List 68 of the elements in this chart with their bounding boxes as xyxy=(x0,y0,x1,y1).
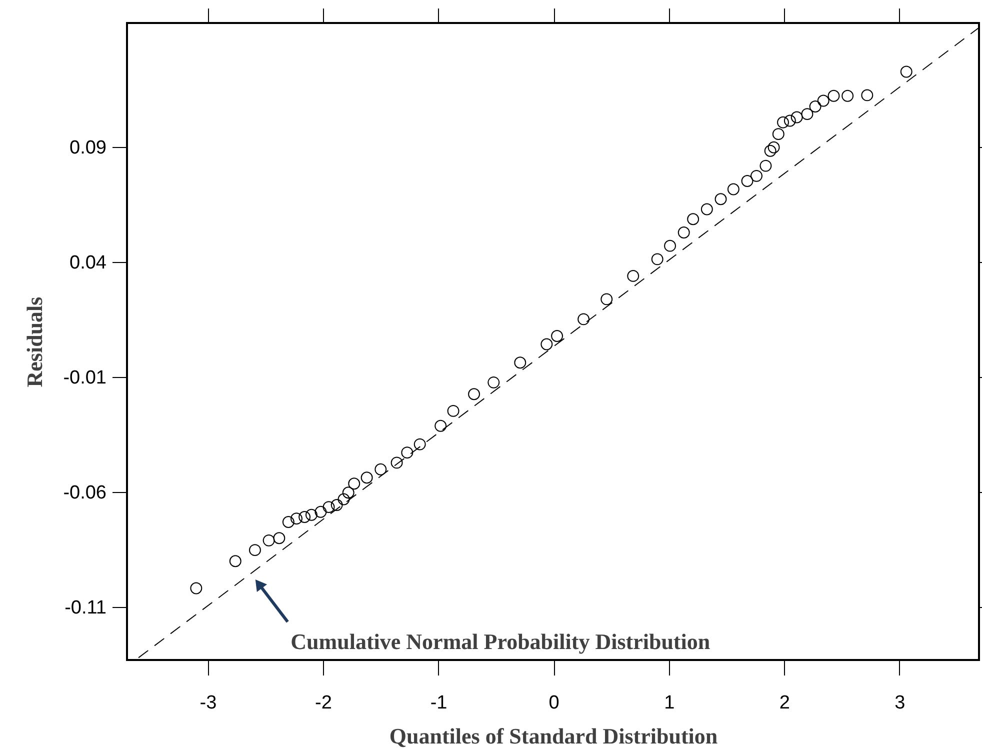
x-tick-label: 0 xyxy=(548,692,560,714)
x-tick-label: 3 xyxy=(894,692,906,714)
point xyxy=(414,438,426,450)
point xyxy=(651,253,664,266)
point xyxy=(678,226,690,238)
point xyxy=(700,203,713,216)
point xyxy=(298,510,311,523)
point xyxy=(842,90,854,102)
point xyxy=(772,128,784,140)
y-tick-label: 0.09 xyxy=(70,138,106,159)
x-axis-title: Quantiles of Standard Distribution xyxy=(389,724,718,748)
point xyxy=(248,544,261,556)
point xyxy=(768,141,780,154)
point xyxy=(727,183,740,196)
annotation: Cumulative Normal Probability Distribution xyxy=(290,628,710,654)
point xyxy=(374,463,387,476)
point xyxy=(348,478,360,490)
point xyxy=(468,388,480,400)
point xyxy=(190,582,202,594)
point xyxy=(229,555,242,568)
point xyxy=(790,111,803,124)
point xyxy=(330,499,343,511)
point xyxy=(764,144,776,157)
point xyxy=(741,175,754,187)
point xyxy=(760,160,772,172)
point xyxy=(828,90,840,102)
point xyxy=(777,116,789,128)
point xyxy=(282,516,294,528)
point xyxy=(540,338,553,350)
point xyxy=(714,193,727,206)
point xyxy=(627,270,640,282)
point xyxy=(514,356,526,369)
x-tick-label: 1 xyxy=(664,692,675,714)
point xyxy=(390,456,403,469)
point xyxy=(322,501,335,514)
point xyxy=(342,486,354,499)
point xyxy=(262,534,275,546)
point xyxy=(801,108,814,120)
point xyxy=(447,404,460,417)
point xyxy=(817,94,830,107)
x-tick-label: 2 xyxy=(779,692,790,714)
x-tick-label: -3 xyxy=(200,692,217,714)
x-tick-label: -1 xyxy=(430,692,448,714)
point xyxy=(360,472,373,484)
point xyxy=(600,293,613,306)
point xyxy=(551,330,564,342)
y-tick-label: -0.11 xyxy=(64,598,106,619)
point xyxy=(809,100,822,112)
x-tick-label: -2 xyxy=(315,692,332,714)
point xyxy=(578,313,590,326)
point xyxy=(314,506,327,518)
point xyxy=(273,532,286,544)
point xyxy=(434,420,447,432)
point xyxy=(305,508,318,521)
point xyxy=(750,170,762,182)
y-tick-label: -0.01 xyxy=(63,368,106,389)
point xyxy=(401,446,414,459)
point xyxy=(861,89,874,102)
point xyxy=(488,376,500,388)
point xyxy=(687,213,700,226)
point xyxy=(784,114,796,127)
point xyxy=(290,512,302,525)
point xyxy=(900,66,912,78)
y-axis-title: Residuals xyxy=(22,296,48,388)
y-tick-label: 0.04 xyxy=(70,252,107,274)
y-tick-label: -0.06 xyxy=(63,482,106,504)
point xyxy=(664,240,676,252)
point xyxy=(338,493,350,506)
